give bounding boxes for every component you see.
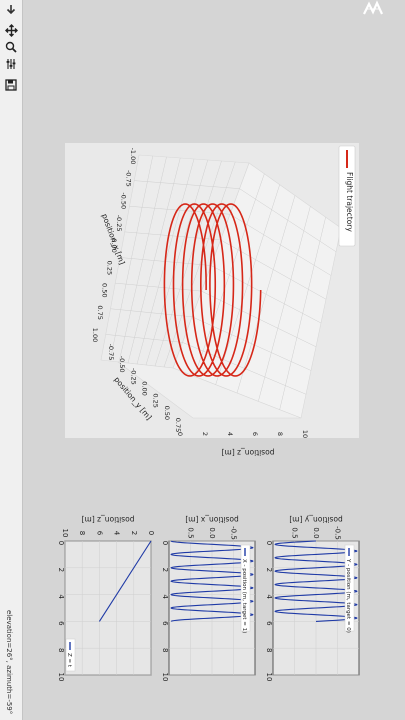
plot-toolbar — [0, 0, 23, 720]
legend-label: Z = t — [66, 653, 72, 668]
y-tick-label: 4 — [113, 531, 121, 536]
legend-label: Flight trajectory — [345, 172, 354, 232]
x-tick-label: 0.00 — [110, 238, 118, 252]
status-text: elevation=26°, azimuth=-59° — [5, 610, 13, 715]
y-tick-label: 0.0 — [208, 527, 216, 538]
z-tick-label: 10 — [301, 430, 309, 438]
grid-line — [145, 159, 208, 366]
legend: Y - position (m, target = 0) — [344, 544, 355, 633]
z-tick-label: 0 — [176, 432, 184, 436]
x-tick-label: 0.75 — [96, 305, 104, 319]
series-line[interactable] — [170, 540, 254, 622]
pan-icon[interactable] — [2, 22, 20, 38]
x-tick-label: -0.25 — [115, 215, 123, 232]
y-tick-label: 0.25 — [152, 393, 160, 407]
zoom-icon[interactable] — [2, 39, 20, 55]
position-y-plot[interactable]: 0 2 4 6 8 10 -0.5 0.0 0.5 position_y [m] Y - posit… — [265, 515, 360, 682]
x-tick-label: 8 — [57, 648, 65, 652]
grid-line — [210, 265, 322, 324]
x-tick-label: 10 — [161, 673, 169, 682]
x-tick-label: 2 — [265, 568, 273, 572]
status-bar: elevation=26°, azimuth=-59° — [2, 610, 22, 720]
z-axis-label: position_z [m] — [221, 448, 274, 457]
y-tick-label: -0.5 — [230, 526, 238, 540]
x-tick-label: 0 — [161, 541, 169, 545]
y-tick-label: 0.5 — [291, 527, 299, 538]
home-back-icon[interactable] — [2, 1, 20, 17]
trajectory-line[interactable] — [163, 203, 262, 377]
x-tick-label: 0.25 — [105, 261, 113, 275]
x-tick-label: 10 — [265, 673, 273, 682]
x-tick-label: 8 — [161, 648, 169, 652]
legend-box — [344, 544, 355, 632]
grid-line — [154, 160, 222, 367]
x-tick-label: -0.50 — [120, 192, 128, 209]
x-tick-label: 4 — [265, 594, 273, 599]
legend: X - position (m, target = 1) — [240, 544, 251, 633]
z-tick-label: 6 — [251, 432, 259, 436]
series-line[interactable] — [98, 540, 152, 622]
grid-line — [182, 342, 307, 395]
z-tick-label: 2 — [201, 432, 209, 436]
legend-box — [338, 145, 356, 247]
subplot-title: position_x [m] — [185, 515, 239, 524]
grid-line — [220, 239, 327, 300]
z-tick-label: 4 — [226, 432, 234, 436]
y-tick-label: -0.50 — [118, 356, 126, 373]
y-tick-label: 8 — [78, 531, 86, 535]
x-tick-label: 2 — [161, 568, 169, 572]
trajectory-3d-plot[interactable]: -1.00-0.75-0.50-0.250.000.250.500.751.00… — [65, 143, 359, 457]
z-tick-label: 8 — [276, 432, 284, 436]
x-tick-label: 6 — [161, 621, 169, 626]
legend-3d: Flight trajectory — [338, 145, 356, 247]
x-tick-label: 6 — [57, 621, 65, 626]
y-tick-label: 0.0 — [312, 527, 320, 538]
grid-line — [115, 282, 202, 292]
matplotlib-logo-icon — [360, 0, 386, 22]
x-tick-label: 0 — [57, 541, 65, 545]
y-tick-label: -0.75 — [107, 344, 115, 361]
x-tick-label: 1.00 — [91, 328, 99, 342]
y-tick-label: 10 — [61, 529, 69, 538]
legend-label: Y - position (m, target = 0) — [345, 558, 351, 633]
x-tick-label: 0.50 — [101, 283, 109, 297]
x-tick-label: 2 — [57, 568, 65, 572]
legend-box — [240, 544, 251, 632]
x-tick-label: -0.75 — [124, 170, 132, 187]
position-x-plot[interactable]: 0 2 4 6 8 10 -0.5 0.0 0.5 position_x [m] X - posit… — [161, 515, 256, 682]
series-line[interactable] — [274, 540, 358, 622]
y-tick-label: 0 — [147, 531, 155, 535]
y-tick-label: 0.00 — [141, 381, 149, 395]
grid-line — [110, 308, 193, 317]
legend-label: X - position (m, target = 1) — [241, 559, 247, 633]
legend-box — [65, 638, 76, 672]
x-tick-label: 8 — [265, 648, 273, 652]
x-tick-label: -1.00 — [129, 148, 137, 165]
y-tick-label: 6 — [95, 531, 103, 536]
save-icon[interactable] — [2, 77, 20, 93]
x-tick-label: 4 — [161, 594, 169, 599]
x-tick-label: 10 — [57, 673, 65, 682]
y-tick-label: 0.75 — [174, 418, 182, 432]
x-tick-label: 0 — [265, 541, 273, 545]
grid-line — [229, 214, 332, 276]
subplot-title: position_z [m] — [81, 515, 134, 524]
configure-subplots-icon[interactable] — [2, 56, 20, 72]
y-tick-label: -0.25 — [129, 368, 137, 385]
figure-canvas[interactable]: -1.00-0.75-0.50-0.250.000.250.500.751.00… — [23, 0, 405, 720]
y-tick-label: 2 — [130, 531, 138, 535]
position-z-plot[interactable]: 0 2 4 6 8 10 0 2 4 6 8 10 position_z [m] Z = t — [57, 515, 155, 681]
grid-line — [163, 161, 236, 368]
y-tick-label: -0.5 — [334, 526, 342, 540]
y-tick-label: 0.50 — [163, 406, 171, 420]
x-tick-label: 4 — [57, 594, 65, 599]
y-tick-label: 0.5 — [187, 527, 195, 538]
x-tick-label: 6 — [265, 621, 273, 626]
legend: Z = t — [65, 638, 76, 672]
subplot-title: position_y [m] — [289, 515, 343, 524]
grid-line — [239, 188, 337, 252]
